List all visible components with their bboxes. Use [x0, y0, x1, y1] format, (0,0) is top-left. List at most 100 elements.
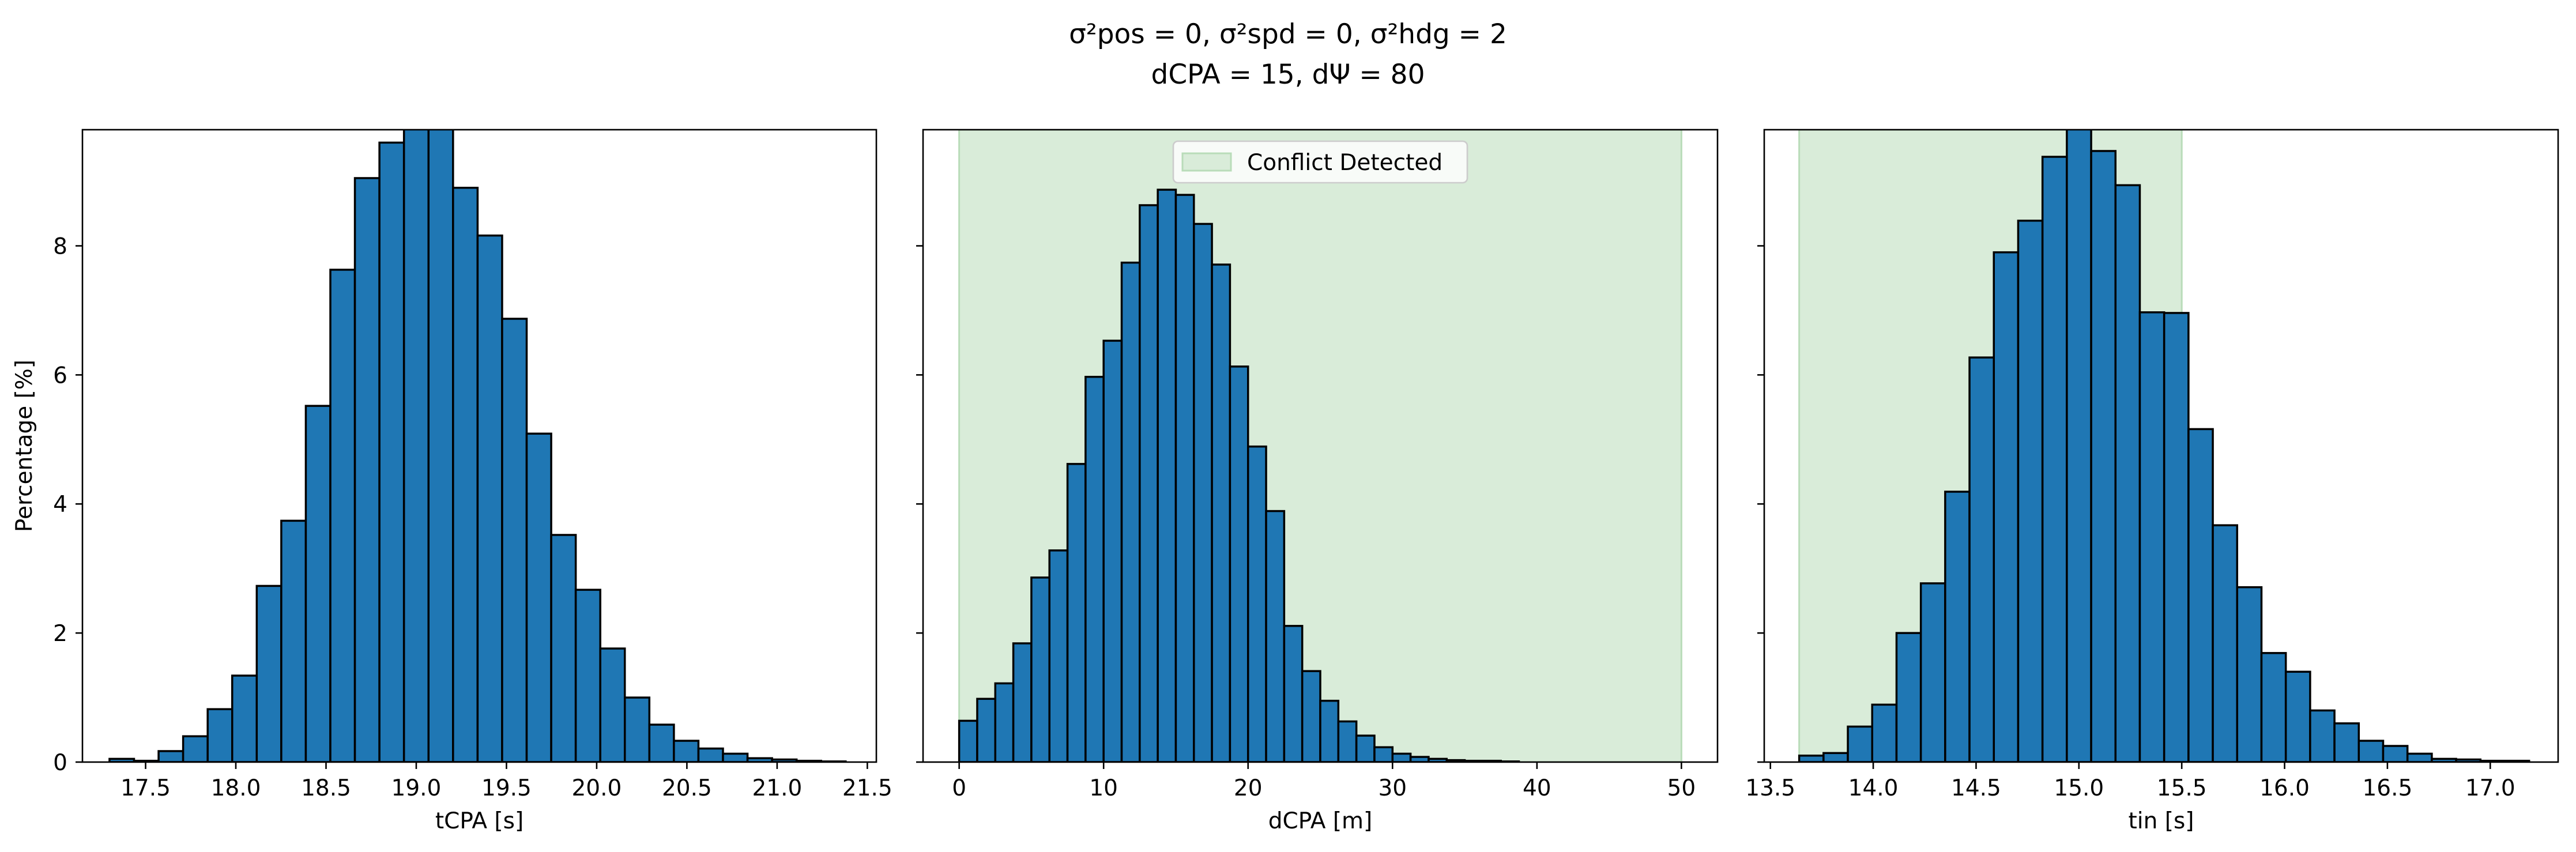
x-tick-label: 40 [1523, 775, 1551, 801]
histogram-bar [378, 141, 405, 762]
histogram-bar [722, 752, 749, 762]
axes-frame [1763, 129, 2559, 763]
x-tick-label: 13.5 [1745, 775, 1795, 801]
histogram-bar [2406, 752, 2433, 762]
y-tick-label: 8 [53, 233, 67, 259]
histogram-bar [2163, 312, 2190, 762]
x-tick-label: 19.0 [391, 775, 442, 801]
x-axis-label: tin [s] [2129, 808, 2194, 834]
histogram-bar [2114, 184, 2141, 762]
histogram-bar [1993, 251, 2020, 762]
histogram-bar [550, 534, 577, 762]
histogram-bar [1919, 582, 1946, 762]
histogram-bar [1895, 632, 1922, 762]
histogram-bar [157, 750, 184, 762]
x-axis-label: tCPA [s] [435, 808, 524, 834]
figure-title-line-1: σ²pos = 0, σ²spd = 0, σ²hdg = 2 [1069, 18, 1507, 50]
histogram-bar [1822, 752, 1849, 762]
x-tick-label: 16.5 [2362, 775, 2412, 801]
x-tick-label: 19.5 [481, 775, 532, 801]
histogram-bar [1048, 549, 1069, 762]
x-tick-label: 21.0 [752, 775, 802, 801]
histogram-bar [1355, 734, 1376, 762]
histogram-bar [304, 405, 332, 762]
histogram-bar [182, 735, 209, 762]
histogram-bar [574, 589, 601, 762]
x-tick-label: 10 [1089, 775, 1118, 801]
histogram-bar [231, 674, 258, 762]
histogram-bar [2041, 156, 2068, 762]
histogram-bar [1193, 223, 1213, 762]
subplot-1: 17.5 18.0 18.5 19.0 19.5 20.0 20.5 21.0 21.5 0 2 4 6… [12, 129, 892, 834]
x-axis-label: dCPA [m] [1268, 808, 1373, 834]
histogram-bar [1847, 725, 1874, 762]
histogram-bar [402, 130, 430, 762]
x-tick-label: 20.5 [662, 775, 712, 801]
x-tick-label: 30 [1378, 775, 1407, 801]
histogram-bar [2357, 740, 2385, 762]
histogram-bar [1174, 194, 1195, 762]
histogram-bar [1283, 625, 1304, 762]
legend-swatch [1181, 152, 1232, 172]
histogram-bar [2090, 150, 2117, 762]
x-tick-label: 15.0 [2054, 775, 2104, 801]
histogram-bar [1120, 261, 1141, 762]
histogram-bar [1012, 642, 1033, 762]
histogram-bar [2333, 722, 2360, 762]
histogram-bar [452, 186, 479, 762]
histogram-bar [1246, 445, 1267, 762]
histogram-bar [2187, 428, 2214, 762]
histogram-bar [1084, 375, 1105, 762]
subplot-3: 13.5 14.0 14.5 15.0 15.5 16.0 16.5 17.0 tin [s] [1745, 129, 2559, 834]
figure-title-line-2: dCPA = 15, dΨ = 80 [1151, 59, 1425, 91]
histogram-bar [525, 432, 552, 762]
histogram-bar [994, 682, 1015, 762]
x-tick-label: 21.5 [842, 775, 892, 801]
legend: Conflict Detected [1172, 140, 1468, 184]
histogram-bar [1102, 340, 1123, 762]
histogram-bar [1373, 746, 1394, 762]
x-tick-label: 18.5 [301, 775, 351, 801]
histogram-bar [1229, 365, 1249, 762]
histogram-bar [427, 130, 454, 762]
x-tick-label: 20.0 [571, 775, 622, 801]
histogram-bar [648, 723, 675, 762]
x-tick-label: 15.5 [2157, 775, 2207, 801]
histogram-bar [2212, 524, 2239, 762]
histogram-bar [976, 698, 997, 762]
histogram-bar [1798, 755, 1825, 762]
histogram-bar [1391, 752, 1412, 762]
histogram-bar [623, 696, 651, 762]
histogram-bar [1157, 189, 1177, 762]
histogram-bar [1030, 576, 1050, 762]
axes-frame [81, 129, 878, 763]
histogram-bar [2017, 220, 2044, 762]
plot-area [108, 130, 847, 762]
histogram-bar [1265, 510, 1286, 762]
plot-area [958, 130, 1682, 762]
histogram-bar [1066, 463, 1087, 762]
histogram-bar [206, 708, 234, 762]
histogram-bar [1968, 356, 1995, 762]
plot-area [1798, 130, 2530, 762]
x-tick-label: 14.5 [1951, 775, 2001, 801]
subplots: 17.5 18.0 18.5 19.0 19.5 20.0 20.5 21.0 21.5 0 2 4 6… [12, 129, 2559, 834]
histogram-bar [958, 719, 978, 762]
legend-label: Conflict Detected [1247, 150, 1443, 176]
histogram-bar [2260, 652, 2287, 762]
x-tick-label: 16.0 [2259, 775, 2310, 801]
histogram-bar [1871, 703, 1898, 762]
histogram-bar [1337, 720, 1358, 762]
histogram-bar [697, 747, 724, 762]
histogram-bar [353, 177, 381, 762]
y-tick-label: 4 [53, 492, 67, 518]
x-tick-label: 14.0 [1848, 775, 1899, 801]
histogram-bar [2236, 586, 2263, 762]
histogram-bar [2284, 670, 2311, 762]
histogram-bar [1409, 756, 1430, 762]
x-tick-label: 20 [1234, 775, 1263, 801]
x-tick-label: 0 [952, 775, 966, 801]
y-axis-label: Percentage [%] [12, 360, 37, 532]
histogram-bar [2138, 311, 2166, 762]
